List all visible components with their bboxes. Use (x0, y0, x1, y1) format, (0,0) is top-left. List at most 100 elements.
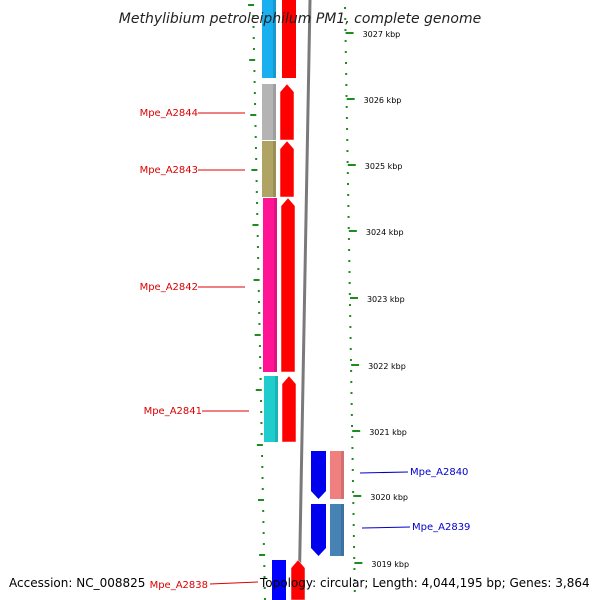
kbp-major-tick (351, 364, 360, 366)
gene-features (262, 0, 344, 600)
ruler-tick (351, 425, 354, 427)
ruler-tick (256, 202, 259, 204)
ruler-tick (254, 103, 257, 105)
ruler-tick (345, 117, 348, 119)
ruler-tick (345, 106, 348, 108)
ruler-tick (258, 312, 261, 314)
ruler-tick (252, 15, 255, 17)
kbp-major-tick (345, 32, 354, 34)
ruler-tick (257, 268, 260, 270)
ruler-tick (348, 260, 351, 262)
ruler-tick (263, 598, 266, 600)
ruler-tick (344, 40, 347, 42)
cds-arrow (282, 0, 296, 78)
ruler-tick (353, 546, 356, 548)
ruler-tick (351, 436, 354, 438)
ruler-tick (257, 499, 264, 501)
ruler-tick (349, 359, 352, 361)
ruler-tick (259, 367, 262, 369)
ruler-tick (351, 458, 354, 460)
label-leader (361, 526, 411, 529)
ruler-tick (344, 7, 347, 9)
ruler-tick (346, 161, 349, 163)
ruler-tick (255, 389, 262, 391)
cds-arrow (279, 140, 295, 198)
left-ruler (248, 4, 266, 600)
ruler-tick (261, 466, 264, 468)
ruler-tick (255, 158, 258, 160)
ruler-tick (351, 447, 354, 449)
kbp-label: 3020 kbp (370, 493, 408, 502)
ruler-tick (262, 521, 265, 523)
ruler-tick (352, 502, 355, 504)
ruler-tick (258, 301, 261, 303)
ruler-tick (348, 293, 351, 295)
gene-box (264, 376, 278, 442)
ruler-tick (346, 172, 349, 174)
ruler-tick (259, 378, 262, 380)
ruler-tick (344, 18, 347, 20)
gene-label[interactable]: Mpe_A2838 (150, 580, 208, 591)
gene-label[interactable]: Mpe_A2842 (140, 282, 198, 293)
gene-box-shade (273, 0, 276, 78)
gene-label[interactable]: Mpe_A2843 (140, 165, 198, 176)
ruler-tick (255, 191, 258, 193)
ruler-tick (254, 334, 261, 336)
ruler-tick (353, 557, 356, 559)
gene-box (330, 451, 344, 499)
label-leader (359, 471, 409, 474)
ruler-tick (349, 315, 352, 317)
kbp-label: 3021 kbp (369, 428, 407, 437)
ruler-tick (351, 480, 354, 482)
gene-box (262, 0, 276, 78)
gene-box-shade (273, 84, 276, 140)
ruler-tick (350, 403, 353, 405)
gene-box-shade (341, 451, 344, 499)
ruler-tick (262, 532, 265, 534)
ruler-tick (253, 92, 256, 94)
ruler-tick (263, 587, 266, 589)
ruler-tick (258, 345, 261, 347)
ruler-tick (344, 51, 347, 53)
ruler-tick (258, 323, 261, 325)
ruler-tick (252, 26, 255, 28)
ruler-tick (260, 411, 263, 413)
kbp-label: 3025 kbp (365, 162, 403, 171)
kbp-major-tick (354, 562, 363, 564)
gene-label[interactable]: Mpe_A2841 (144, 406, 202, 417)
ruler-tick (257, 290, 260, 292)
gene-label[interactable]: Mpe_A2840 (410, 467, 468, 478)
ruler-tick (260, 433, 263, 435)
kbp-major-tick (348, 230, 357, 232)
kbp-major-tick (353, 495, 362, 497)
ruler-tick (347, 183, 349, 185)
ruler-tick (345, 84, 348, 86)
ruler-tick (256, 444, 263, 446)
ruler-tick (261, 488, 264, 490)
ruler-tick (253, 279, 260, 281)
gene-box (263, 198, 277, 372)
ruler-tick (250, 114, 257, 116)
kbp-major-tick (352, 430, 361, 432)
cds-arrow (281, 375, 297, 443)
ruler-tick (352, 535, 355, 537)
gene-label[interactable]: Mpe_A2839 (412, 522, 470, 533)
ruler-tick (350, 370, 353, 372)
ruler-tick (260, 422, 263, 424)
ruler-tick (253, 81, 256, 83)
ruler-tick (353, 579, 356, 581)
ruler-tick (351, 469, 354, 471)
ruler-tick (347, 238, 350, 240)
ruler-tick (263, 565, 266, 567)
kbp-label: 3023 kbp (367, 295, 405, 304)
ruler-tick (348, 271, 351, 273)
ruler-tick (346, 139, 349, 141)
kbp-major-tick (347, 164, 356, 166)
ruler-tick (262, 510, 265, 512)
ruler-tick (350, 414, 353, 416)
ruler-tick (260, 400, 262, 402)
ruler-tick (347, 205, 350, 207)
kbp-label: 3027 kbp (363, 30, 401, 39)
gene-label[interactable]: Mpe_A2844 (140, 108, 198, 119)
kbp-label: 3019 kbp (371, 560, 409, 569)
